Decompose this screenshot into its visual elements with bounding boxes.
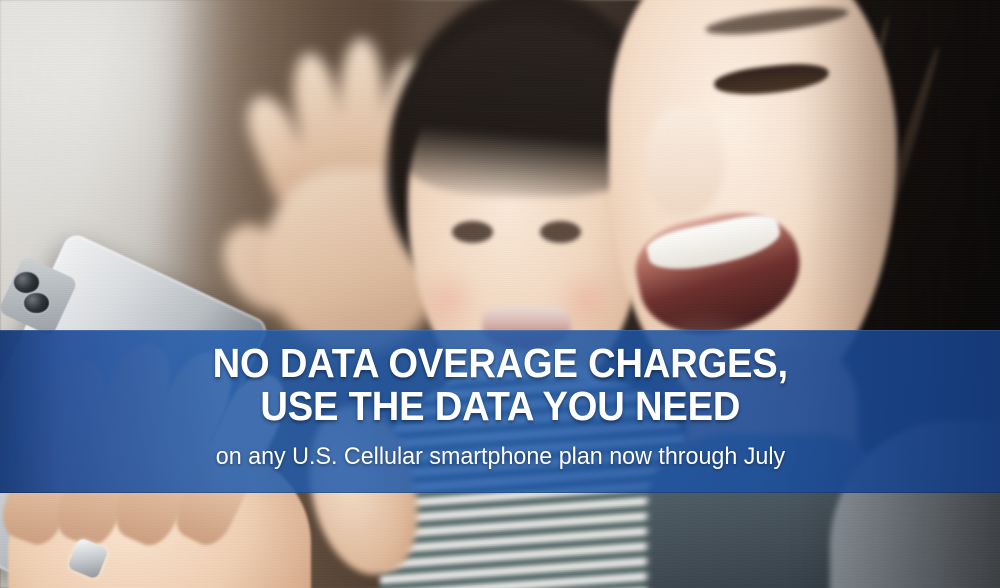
toddler-eye-left xyxy=(451,221,493,244)
promo-message-band: NO DATA OVERAGE CHARGES, USE THE DATA YO… xyxy=(0,330,1000,493)
camera-lens-icon xyxy=(24,292,49,314)
woman-nose xyxy=(647,106,724,216)
child-waving-hand xyxy=(206,18,460,359)
promo-headline-line-2: USE THE DATA YOU NEED xyxy=(260,382,740,429)
toddler-eye-right xyxy=(540,221,581,244)
right-edge-vignette xyxy=(800,0,1000,588)
camera-lens-icon xyxy=(14,272,39,293)
promo-headline-line-1: NO DATA OVERAGE CHARGES, xyxy=(212,340,788,386)
promo-headline: NO DATA OVERAGE CHARGES, USE THE DATA YO… xyxy=(212,342,787,427)
toddler-cheek-left xyxy=(417,263,476,338)
promo-subheadline: on any U.S. Cellular smartphone plan now… xyxy=(215,443,785,471)
